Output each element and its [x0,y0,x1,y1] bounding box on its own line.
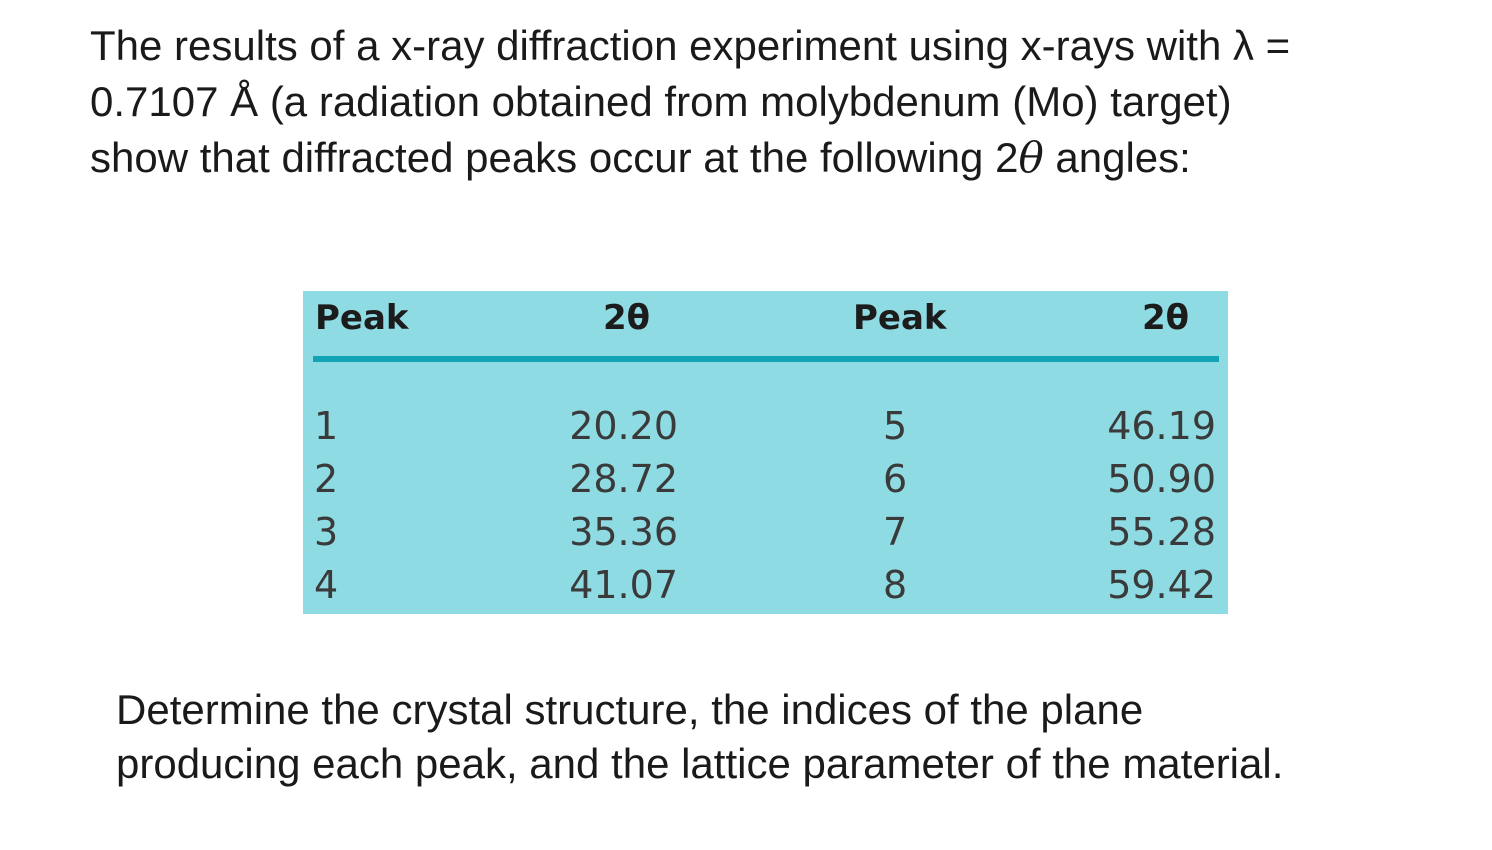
problem-statement: The results of a x-ray diffraction exper… [90,18,1430,186]
right-peak-column: 5 6 7 8 [883,400,907,612]
header-two-theta-left: 2θ [603,298,651,338]
table-cell-angle: 28.72 [569,457,678,501]
table-cell-angle: 50.90 [1107,457,1216,501]
table-cell-angle: 20.20 [569,404,678,448]
problem-line-3-end: angles: [1043,134,1191,181]
table-cell-peak: 8 [883,563,908,607]
header-rule [313,356,1219,362]
problem-line-1: The results of a x-ray diffraction exper… [90,22,1291,69]
table-cell-peak: 4 [314,563,339,607]
table-cell-angle: 55.28 [1107,510,1216,554]
table-cell-peak: 2 [314,457,339,501]
table-cell-angle: 59.42 [1107,563,1216,607]
right-angle-column: 46.19 50.90 55.28 59.42 [1098,400,1216,612]
table-cell-peak: 5 [883,404,908,448]
table-cell-peak: 1 [314,404,339,448]
table-cell-angle: 46.19 [1107,404,1216,448]
table-cell-peak: 6 [883,457,908,501]
table-cell-peak: 7 [883,510,908,554]
question-text: Determine the crystal structure, the ind… [116,683,1456,791]
table-cell-angle: 35.36 [569,510,678,554]
theta-symbol: θ [1018,133,1044,182]
header-peak-right: Peak [853,298,947,338]
question-line-2: producing each peak, and the lattice par… [116,740,1284,787]
header-peak-left: Peak [315,298,409,338]
question-line-1: Determine the crystal structure, the ind… [116,686,1144,733]
left-angle-column: 20.20 28.72 35.36 41.07 [560,400,678,612]
table-cell-angle: 41.07 [569,563,678,607]
table-cell-peak: 3 [314,510,339,554]
peak-table [303,291,1228,614]
problem-line-2: 0.7107 Å (a radiation obtained from moly… [90,78,1232,125]
problem-line-3: show that diffracted peaks occur at the … [90,130,1430,186]
left-peak-column: 1 2 3 4 [314,400,338,612]
header-two-theta-right: 2θ [1142,298,1190,338]
problem-line-3-text: show that diffracted peaks occur at the … [90,134,1019,181]
